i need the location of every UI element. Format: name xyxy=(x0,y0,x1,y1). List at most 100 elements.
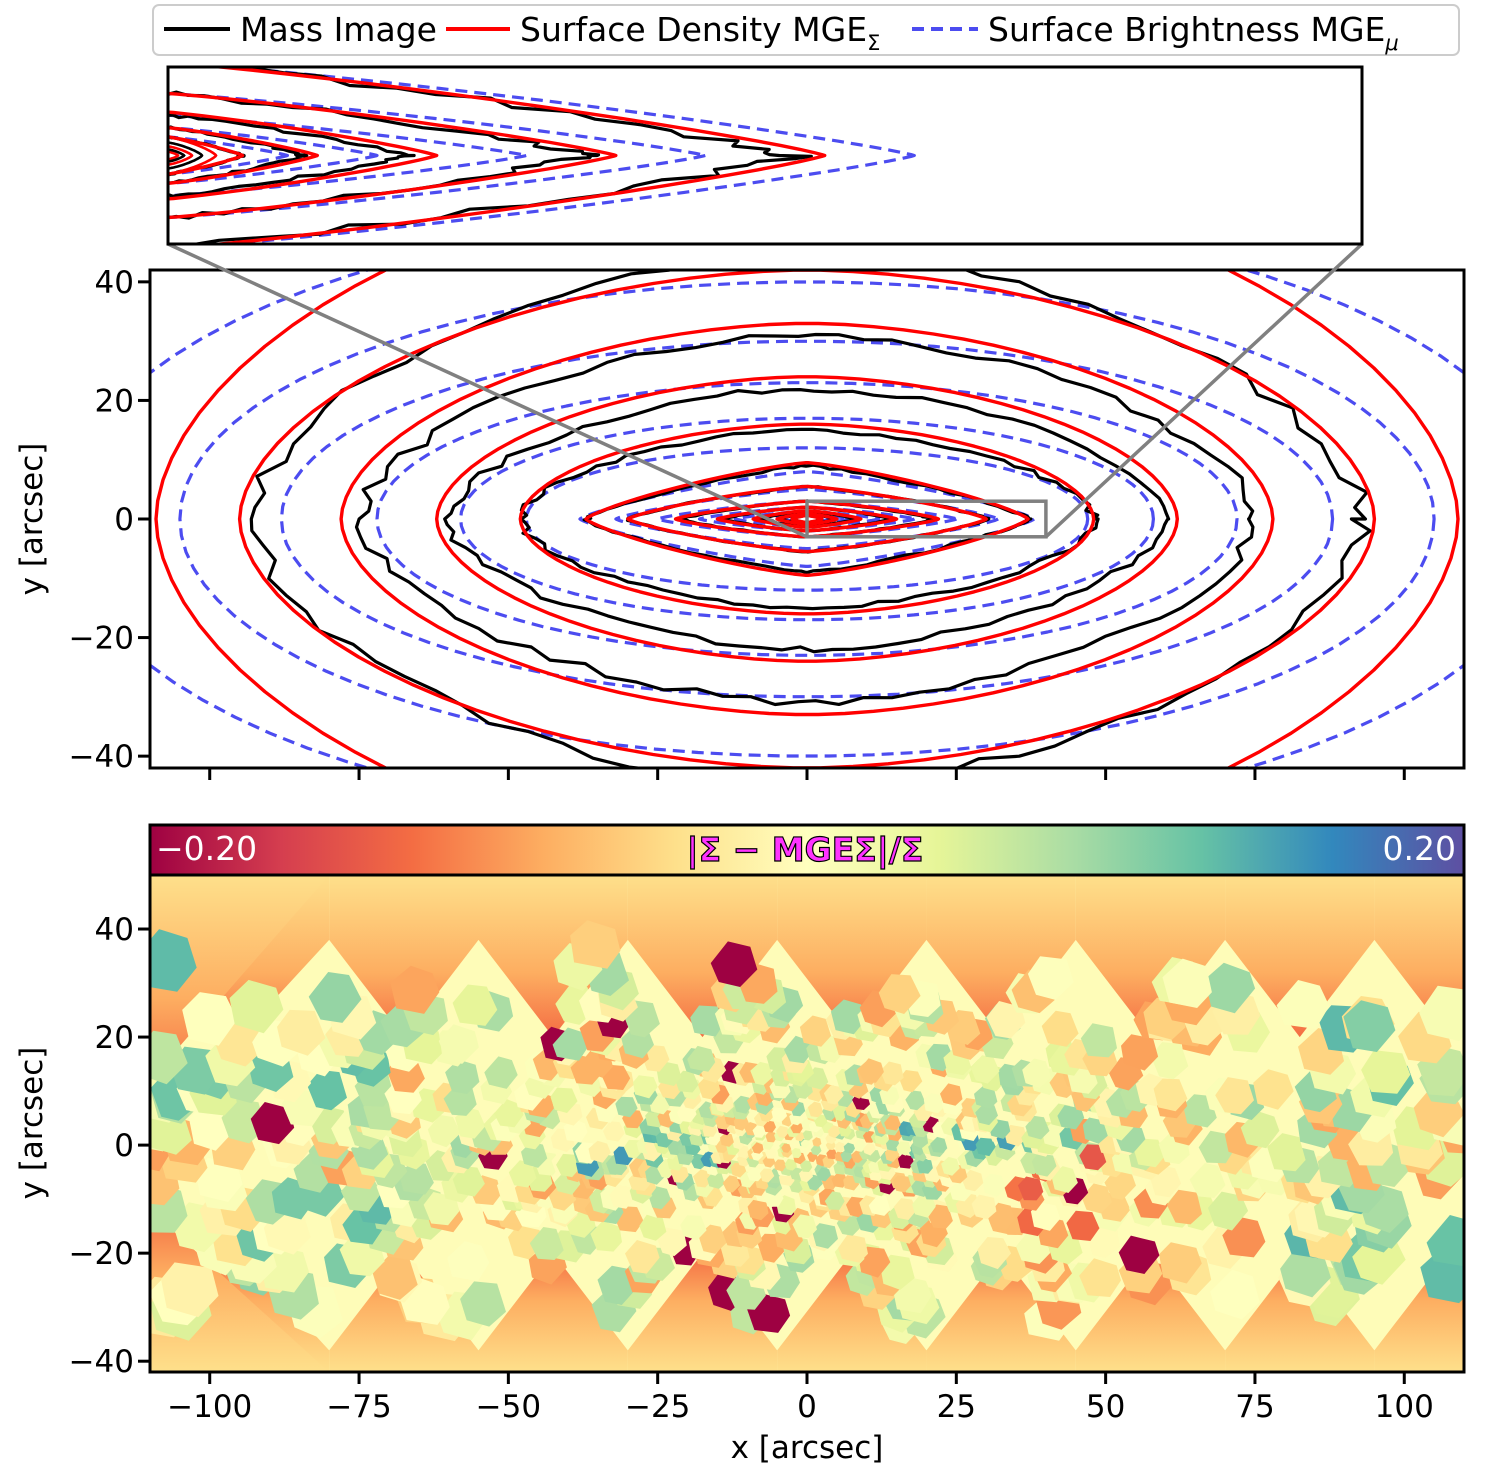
residual-bin xyxy=(710,941,758,987)
y-tick-label: 20 xyxy=(95,1020,134,1056)
contour-line xyxy=(237,270,1377,768)
residual-bin xyxy=(927,1204,953,1229)
contour-line xyxy=(154,270,1460,768)
inset-contour-lines xyxy=(168,67,916,244)
residual-bin xyxy=(830,999,867,1035)
residual-bin xyxy=(460,1281,506,1327)
bottom-y-axis-label: y [arcsec] xyxy=(14,1047,50,1200)
residual-bin xyxy=(982,1173,1006,1197)
edge-wedge-top xyxy=(329,875,479,1038)
contour-line xyxy=(614,487,1000,551)
residual-bin xyxy=(812,1223,838,1249)
residual-bin xyxy=(816,1167,831,1182)
residual-bin xyxy=(625,1240,660,1274)
residual-bin xyxy=(657,1227,687,1257)
y-tick-label: 0 xyxy=(114,1128,134,1164)
residual-bin xyxy=(790,1121,803,1134)
residual-bin xyxy=(961,1169,984,1192)
colorbar xyxy=(150,825,1464,875)
residual-bin xyxy=(1189,1163,1226,1198)
residual-bin xyxy=(765,1131,777,1143)
residual-bin xyxy=(800,1139,810,1149)
contour-line xyxy=(524,446,1090,592)
residual-bin xyxy=(941,1156,960,1176)
x-tick-label: 75 xyxy=(1235,1389,1274,1425)
residual-bin xyxy=(221,1099,266,1144)
colorbar-min-label: −0.20 xyxy=(156,829,257,868)
residual-bin xyxy=(722,1175,741,1193)
x-tick-label: 50 xyxy=(1086,1389,1125,1425)
residual-bin xyxy=(1017,1176,1044,1201)
residual-bin xyxy=(182,992,238,1046)
residual-bin xyxy=(602,1064,631,1090)
residual-bin xyxy=(1051,1166,1078,1193)
residual-bin xyxy=(1079,1258,1121,1297)
residual-bin xyxy=(912,1195,936,1218)
residual-bin xyxy=(647,1186,671,1210)
residual-bin xyxy=(693,1169,712,1188)
residual-bin xyxy=(977,1237,1012,1270)
y-tick-label: −20 xyxy=(69,621,134,657)
contour-line xyxy=(775,512,839,526)
zoom-box xyxy=(805,499,1048,539)
residual-bin xyxy=(1081,1183,1112,1214)
edge-wedge-top xyxy=(1225,875,1375,1038)
surface-density-mge-series xyxy=(154,270,1460,768)
residual-bin xyxy=(698,1224,727,1254)
y-tick-label: 40 xyxy=(95,265,134,301)
edge-wedge-top xyxy=(777,875,927,1038)
residual-bin xyxy=(823,1085,844,1105)
residual-bin xyxy=(372,1253,418,1300)
residual-bin xyxy=(784,1158,797,1171)
residual-bin xyxy=(250,1102,295,1145)
residual-bin xyxy=(150,1030,188,1085)
residual-bin xyxy=(229,979,284,1034)
residual-cells xyxy=(150,920,1464,1344)
residual-bin xyxy=(733,1115,749,1131)
edge-wedge-bottom xyxy=(627,1253,778,1372)
residual-bin xyxy=(308,972,362,1023)
residual-bin xyxy=(765,1147,777,1159)
residual-bin xyxy=(390,965,440,1014)
residual-bin xyxy=(831,1172,848,1188)
contour-lines xyxy=(150,270,1464,768)
residual-bin xyxy=(452,984,498,1026)
inset-contour-line xyxy=(168,135,289,176)
residual-bin xyxy=(899,1070,923,1093)
residual-bin xyxy=(195,1158,243,1202)
contour-line xyxy=(518,422,1096,616)
residual-bin xyxy=(1276,980,1330,1029)
y-tick-label: −40 xyxy=(69,1344,134,1380)
contour-line xyxy=(375,381,1239,657)
y-tick-label: −40 xyxy=(69,739,134,775)
residual-bin xyxy=(1030,1202,1061,1231)
residual-bin xyxy=(792,1214,817,1239)
residual-bin xyxy=(975,1137,996,1157)
residual-map xyxy=(150,875,1464,1372)
residual-bin xyxy=(563,1118,588,1142)
contour-line xyxy=(519,427,1100,611)
colorbar-title: |Σ − MGEΣ|/Σ xyxy=(687,830,924,869)
residual-bin xyxy=(840,1150,853,1163)
inset-core-contour xyxy=(168,150,180,161)
residual-bin xyxy=(916,1157,933,1174)
x-tick-label: −50 xyxy=(476,1389,541,1425)
residual-bin xyxy=(1204,962,1256,1014)
edge-wedge-top xyxy=(478,875,628,1038)
residual-bin xyxy=(552,1027,589,1061)
y-tick-label: 20 xyxy=(95,383,134,419)
colorbar-max-label: 0.20 xyxy=(1383,829,1456,868)
residual-bin xyxy=(1057,1105,1085,1130)
residual-bin xyxy=(609,1184,635,1209)
residual-bin xyxy=(1426,1215,1464,1267)
contour-line xyxy=(715,505,899,533)
residual-bin xyxy=(832,1104,849,1122)
residual-bin xyxy=(707,1171,725,1189)
contour-line xyxy=(435,375,1179,663)
residual-bin xyxy=(1267,1133,1306,1172)
contour-line xyxy=(626,484,988,554)
residual-bin xyxy=(550,1087,578,1113)
residual-bin xyxy=(1025,1115,1050,1140)
residual-bin xyxy=(1104,1169,1136,1200)
inset-contour-line xyxy=(168,126,319,185)
